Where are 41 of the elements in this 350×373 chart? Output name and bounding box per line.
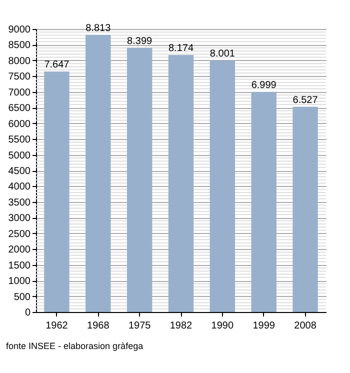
y-tick-label: 4500 — [8, 166, 31, 177]
bar — [251, 92, 276, 312]
y-tick-label: 4000 — [8, 182, 31, 193]
y-tick-label: 500 — [14, 292, 31, 303]
bar — [292, 106, 318, 312]
x-tick-label: 1982 — [170, 320, 193, 332]
y-tick-label: 0 — [24, 308, 31, 318]
x-tick-label: 1968 — [87, 320, 110, 332]
bar — [44, 72, 70, 312]
source-note: fonte INSEE - elaborasion gràfega — [6, 341, 144, 351]
x-tick-label: 2008 — [294, 320, 317, 332]
bar — [86, 34, 111, 312]
y-tick-label: 9000 — [8, 24, 31, 36]
x-tick-label: 1962 — [46, 320, 68, 332]
y-tick-label: 3500 — [8, 197, 31, 208]
data-label: 8.001 — [210, 48, 236, 60]
data-label: 8.399 — [127, 36, 153, 47]
y-tick-label: 2000 — [8, 244, 31, 256]
x-tick-label: 1990 — [211, 320, 234, 332]
y-tick-label: 7500 — [8, 72, 31, 83]
y-tick-label: 6500 — [8, 103, 31, 114]
y-tick-label: 5000 — [8, 150, 31, 162]
data-label: 7.647 — [44, 60, 70, 71]
data-label: 6.527 — [292, 94, 318, 106]
data-label: 6.999 — [251, 80, 277, 91]
y-tick-label: 7000 — [8, 87, 31, 98]
bar — [126, 48, 152, 312]
data-label: 8.174 — [168, 42, 194, 54]
bar — [168, 54, 194, 312]
bar — [210, 60, 236, 312]
data-label: 8.813 — [86, 22, 112, 34]
x-tick-label: 1999 — [252, 320, 276, 332]
x-tick-label: 1975 — [128, 320, 152, 332]
y-tick-label: 1500 — [8, 260, 31, 272]
y-tick-label: 5500 — [8, 134, 31, 146]
y-tick-label: 3000 — [8, 213, 31, 224]
y-tick-label: 8500 — [8, 40, 31, 52]
y-tick-label: 2500 — [8, 228, 31, 240]
y-tick-label: 1000 — [8, 276, 31, 288]
y-tick-label: 6000 — [8, 118, 31, 130]
y-tick-label: 8000 — [8, 56, 31, 67]
